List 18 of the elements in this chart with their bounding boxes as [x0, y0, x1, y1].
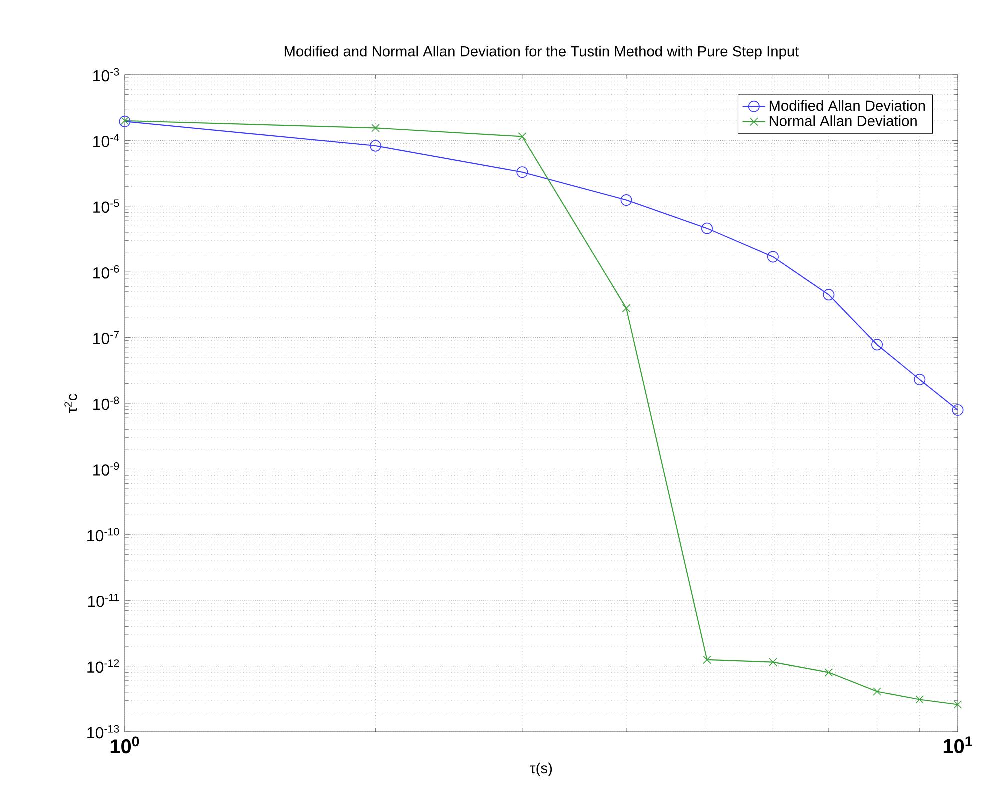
- y-tick-label: 10$^{-7}$: [94, 331, 120, 344]
- chart-title: Modified and Normal Allan Deviation for the Tustin Method with Pure Step Input: [284, 46, 800, 60]
- x-tick-label: 10$^{0}$: [110, 736, 140, 754]
- y-tick-label: 10$^{-11}$: [88, 594, 120, 608]
- legend-label: Normal Allan Deviation: [770, 116, 917, 126]
- y-tick-label: 10$^{-5}$: [94, 200, 120, 214]
- y-tick-label: 10$^{-6}$: [94, 265, 120, 279]
- legend-label: Modified Allan Deviation: [770, 100, 926, 112]
- y-tick-label: 10$^{-4}$: [94, 134, 120, 148]
- x-tick-label: 10$^{1}$: [944, 736, 972, 754]
- y-axis-title: τ$^{2}$c: [64, 394, 78, 414]
- x-axis-title: τ(s): [530, 762, 552, 776]
- y-tick-label: 10$^{-12}$: [88, 660, 120, 674]
- y-tick-label: 10$^{-8}$: [94, 396, 120, 410]
- y-tick-label: 10$^{-3}$: [94, 68, 120, 82]
- y-tick-label: 10$^{-10}$: [88, 528, 120, 542]
- y-tick-label: 10$^{-13}$: [88, 725, 120, 739]
- y-tick-label: 10$^{-9}$: [94, 462, 120, 476]
